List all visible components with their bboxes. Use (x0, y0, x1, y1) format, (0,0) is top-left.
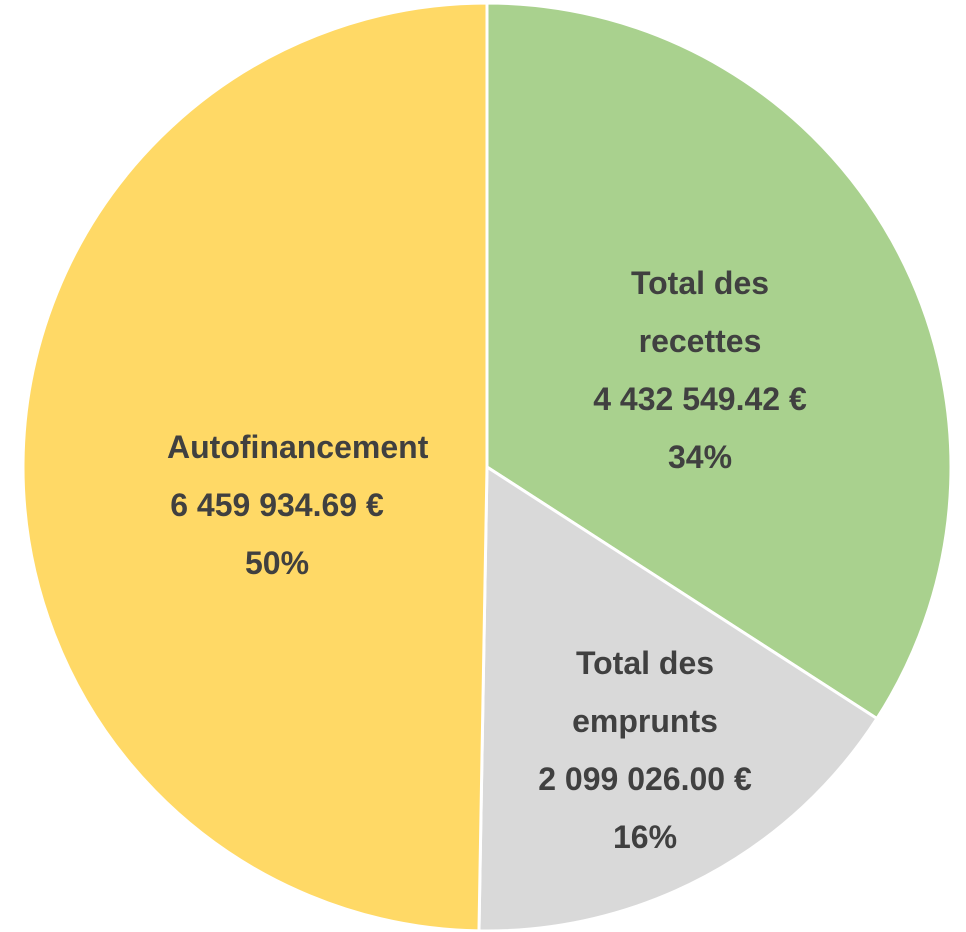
category-label: Total des recettes (630, 265, 770, 359)
value-label: 2 099 026.00 € (538, 761, 752, 797)
pie-slice (485, 1, 953, 721)
percent-label: 50% (244, 545, 310, 581)
category-label: Autofinancement (167, 429, 429, 465)
slice-label: Autofinancement 6 459 934.69 € 50% (167, 418, 429, 592)
pie-slice (21, 1, 489, 932)
percent-label: 16% (612, 819, 678, 855)
category-label: Total des emprunts (572, 645, 718, 739)
pie-slice (477, 464, 879, 932)
value-label: 4 432 549.42 € (593, 381, 807, 417)
percent-label: 34% (667, 439, 733, 475)
value-label: 6 459 934.69 € (170, 487, 384, 523)
slice-label: Total des emprunts 2 099 026.00 € 16% (535, 634, 755, 866)
slice-label: Total des recettes 4 432 549.42 € 34% (590, 254, 810, 486)
